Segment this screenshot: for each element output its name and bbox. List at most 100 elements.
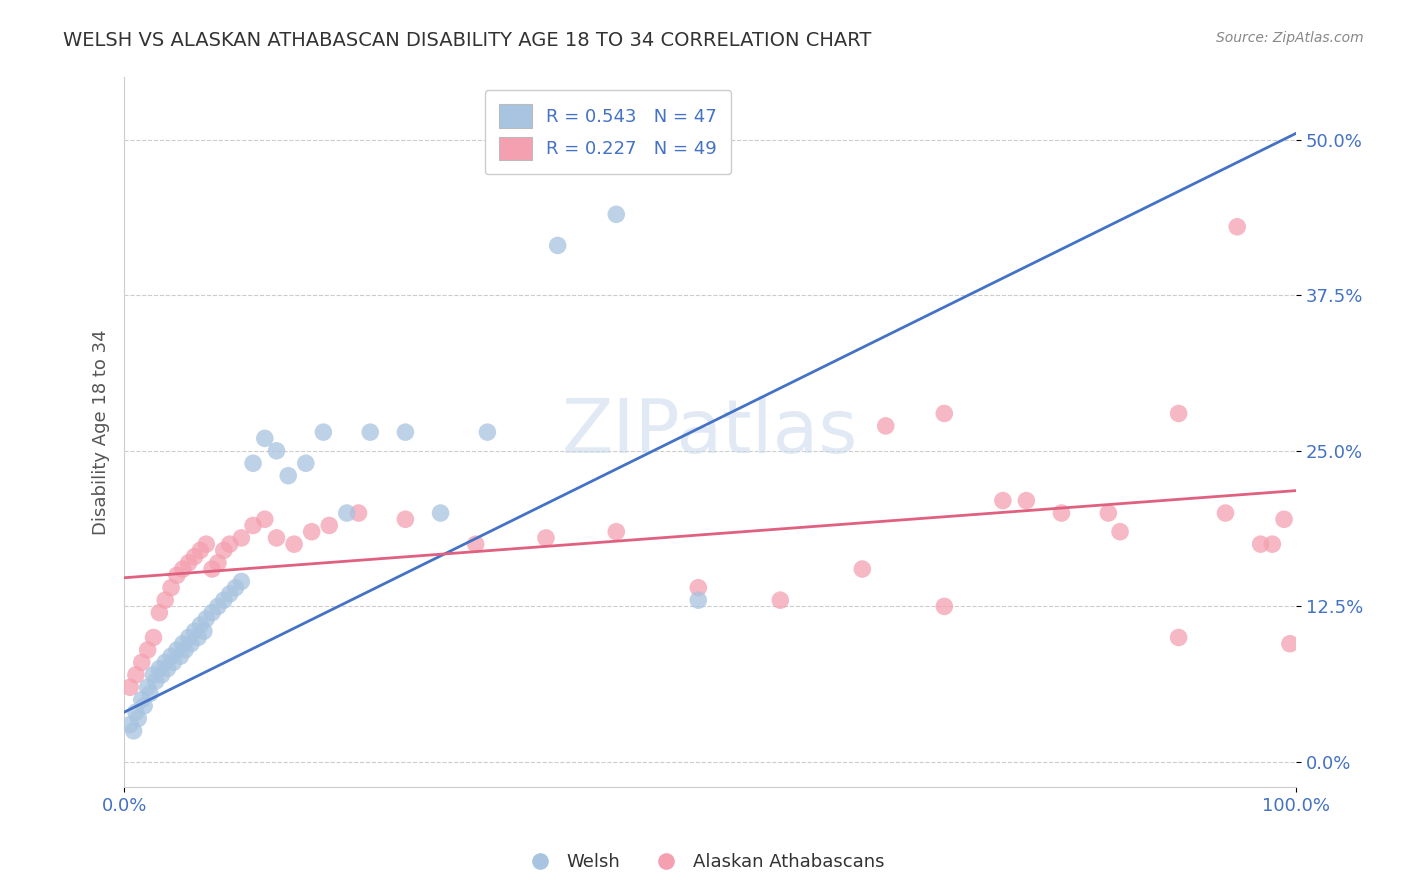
Legend: R = 0.543   N = 47, R = 0.227   N = 49: R = 0.543 N = 47, R = 0.227 N = 49 [485, 90, 731, 174]
Point [347, 506, 370, 520]
Point [139, 686, 162, 700]
Point [125, 668, 148, 682]
Point [212, 543, 235, 558]
Point [277, 468, 299, 483]
Point [120, 680, 142, 694]
Point [127, 711, 149, 725]
Point [142, 668, 165, 682]
Point [1226, 219, 1249, 234]
Point [934, 407, 956, 421]
Point [318, 518, 340, 533]
Point [195, 537, 218, 551]
Point [1261, 537, 1284, 551]
Point [477, 425, 499, 439]
Point [207, 556, 229, 570]
Point [253, 431, 276, 445]
Point [1167, 407, 1189, 421]
Point [155, 656, 177, 670]
Point [991, 493, 1014, 508]
Point [336, 506, 359, 520]
Point [394, 425, 416, 439]
Point [190, 618, 212, 632]
Point [148, 662, 170, 676]
Point [162, 656, 184, 670]
Point [207, 599, 229, 614]
Point [605, 207, 627, 221]
Point [1109, 524, 1132, 539]
Point [134, 698, 156, 713]
Point [131, 692, 153, 706]
Point [218, 587, 240, 601]
Point [242, 518, 264, 533]
Y-axis label: Disability Age 18 to 34: Disability Age 18 to 34 [93, 329, 110, 535]
Point [156, 662, 179, 676]
Point [131, 656, 153, 670]
Point [769, 593, 792, 607]
Point [1050, 506, 1073, 520]
Point [180, 637, 202, 651]
Point [148, 606, 170, 620]
Point [183, 549, 205, 564]
Legend: Welsh, Alaskan Athabascans: Welsh, Alaskan Athabascans [515, 847, 891, 879]
Point [155, 593, 177, 607]
Point [193, 624, 215, 639]
Point [169, 649, 191, 664]
Point [218, 537, 240, 551]
Point [1215, 506, 1237, 520]
Text: ZIPatlas: ZIPatlas [562, 396, 858, 468]
Point [283, 537, 305, 551]
Point [231, 574, 253, 589]
Point [851, 562, 873, 576]
Point [142, 631, 165, 645]
Point [934, 599, 956, 614]
Point [534, 531, 557, 545]
Text: WELSH VS ALASKAN ATHABASCAN DISABILITY AGE 18 TO 34 CORRELATION CHART: WELSH VS ALASKAN ATHABASCAN DISABILITY A… [63, 31, 872, 50]
Point [160, 649, 183, 664]
Point [242, 456, 264, 470]
Point [172, 637, 194, 651]
Point [201, 606, 224, 620]
Text: Source: ZipAtlas.com: Source: ZipAtlas.com [1216, 31, 1364, 45]
Point [174, 643, 197, 657]
Point [547, 238, 569, 252]
Point [688, 593, 710, 607]
Point [145, 674, 167, 689]
Point [1097, 506, 1119, 520]
Point [266, 531, 288, 545]
Point [122, 723, 145, 738]
Point [688, 581, 710, 595]
Point [190, 543, 212, 558]
Point [166, 568, 188, 582]
Point [125, 705, 148, 719]
Point [312, 425, 335, 439]
Point [166, 643, 188, 657]
Point [295, 456, 318, 470]
Point [150, 668, 173, 682]
Point [1278, 637, 1301, 651]
Point [875, 418, 897, 433]
Point [1015, 493, 1038, 508]
Point [136, 680, 159, 694]
Point [225, 581, 247, 595]
Point [177, 556, 200, 570]
Point [172, 562, 194, 576]
Point [160, 581, 183, 595]
Point [266, 443, 288, 458]
Point [195, 612, 218, 626]
Point [201, 562, 224, 576]
Point [1272, 512, 1295, 526]
Point [359, 425, 381, 439]
Point [136, 643, 159, 657]
Point [253, 512, 276, 526]
Point [212, 593, 235, 607]
Point [1250, 537, 1272, 551]
Point [605, 524, 627, 539]
Point [1167, 631, 1189, 645]
Point [301, 524, 323, 539]
Point [429, 506, 451, 520]
Point [394, 512, 416, 526]
Point [177, 631, 200, 645]
Point [120, 717, 142, 731]
Point [231, 531, 253, 545]
Point [187, 631, 209, 645]
